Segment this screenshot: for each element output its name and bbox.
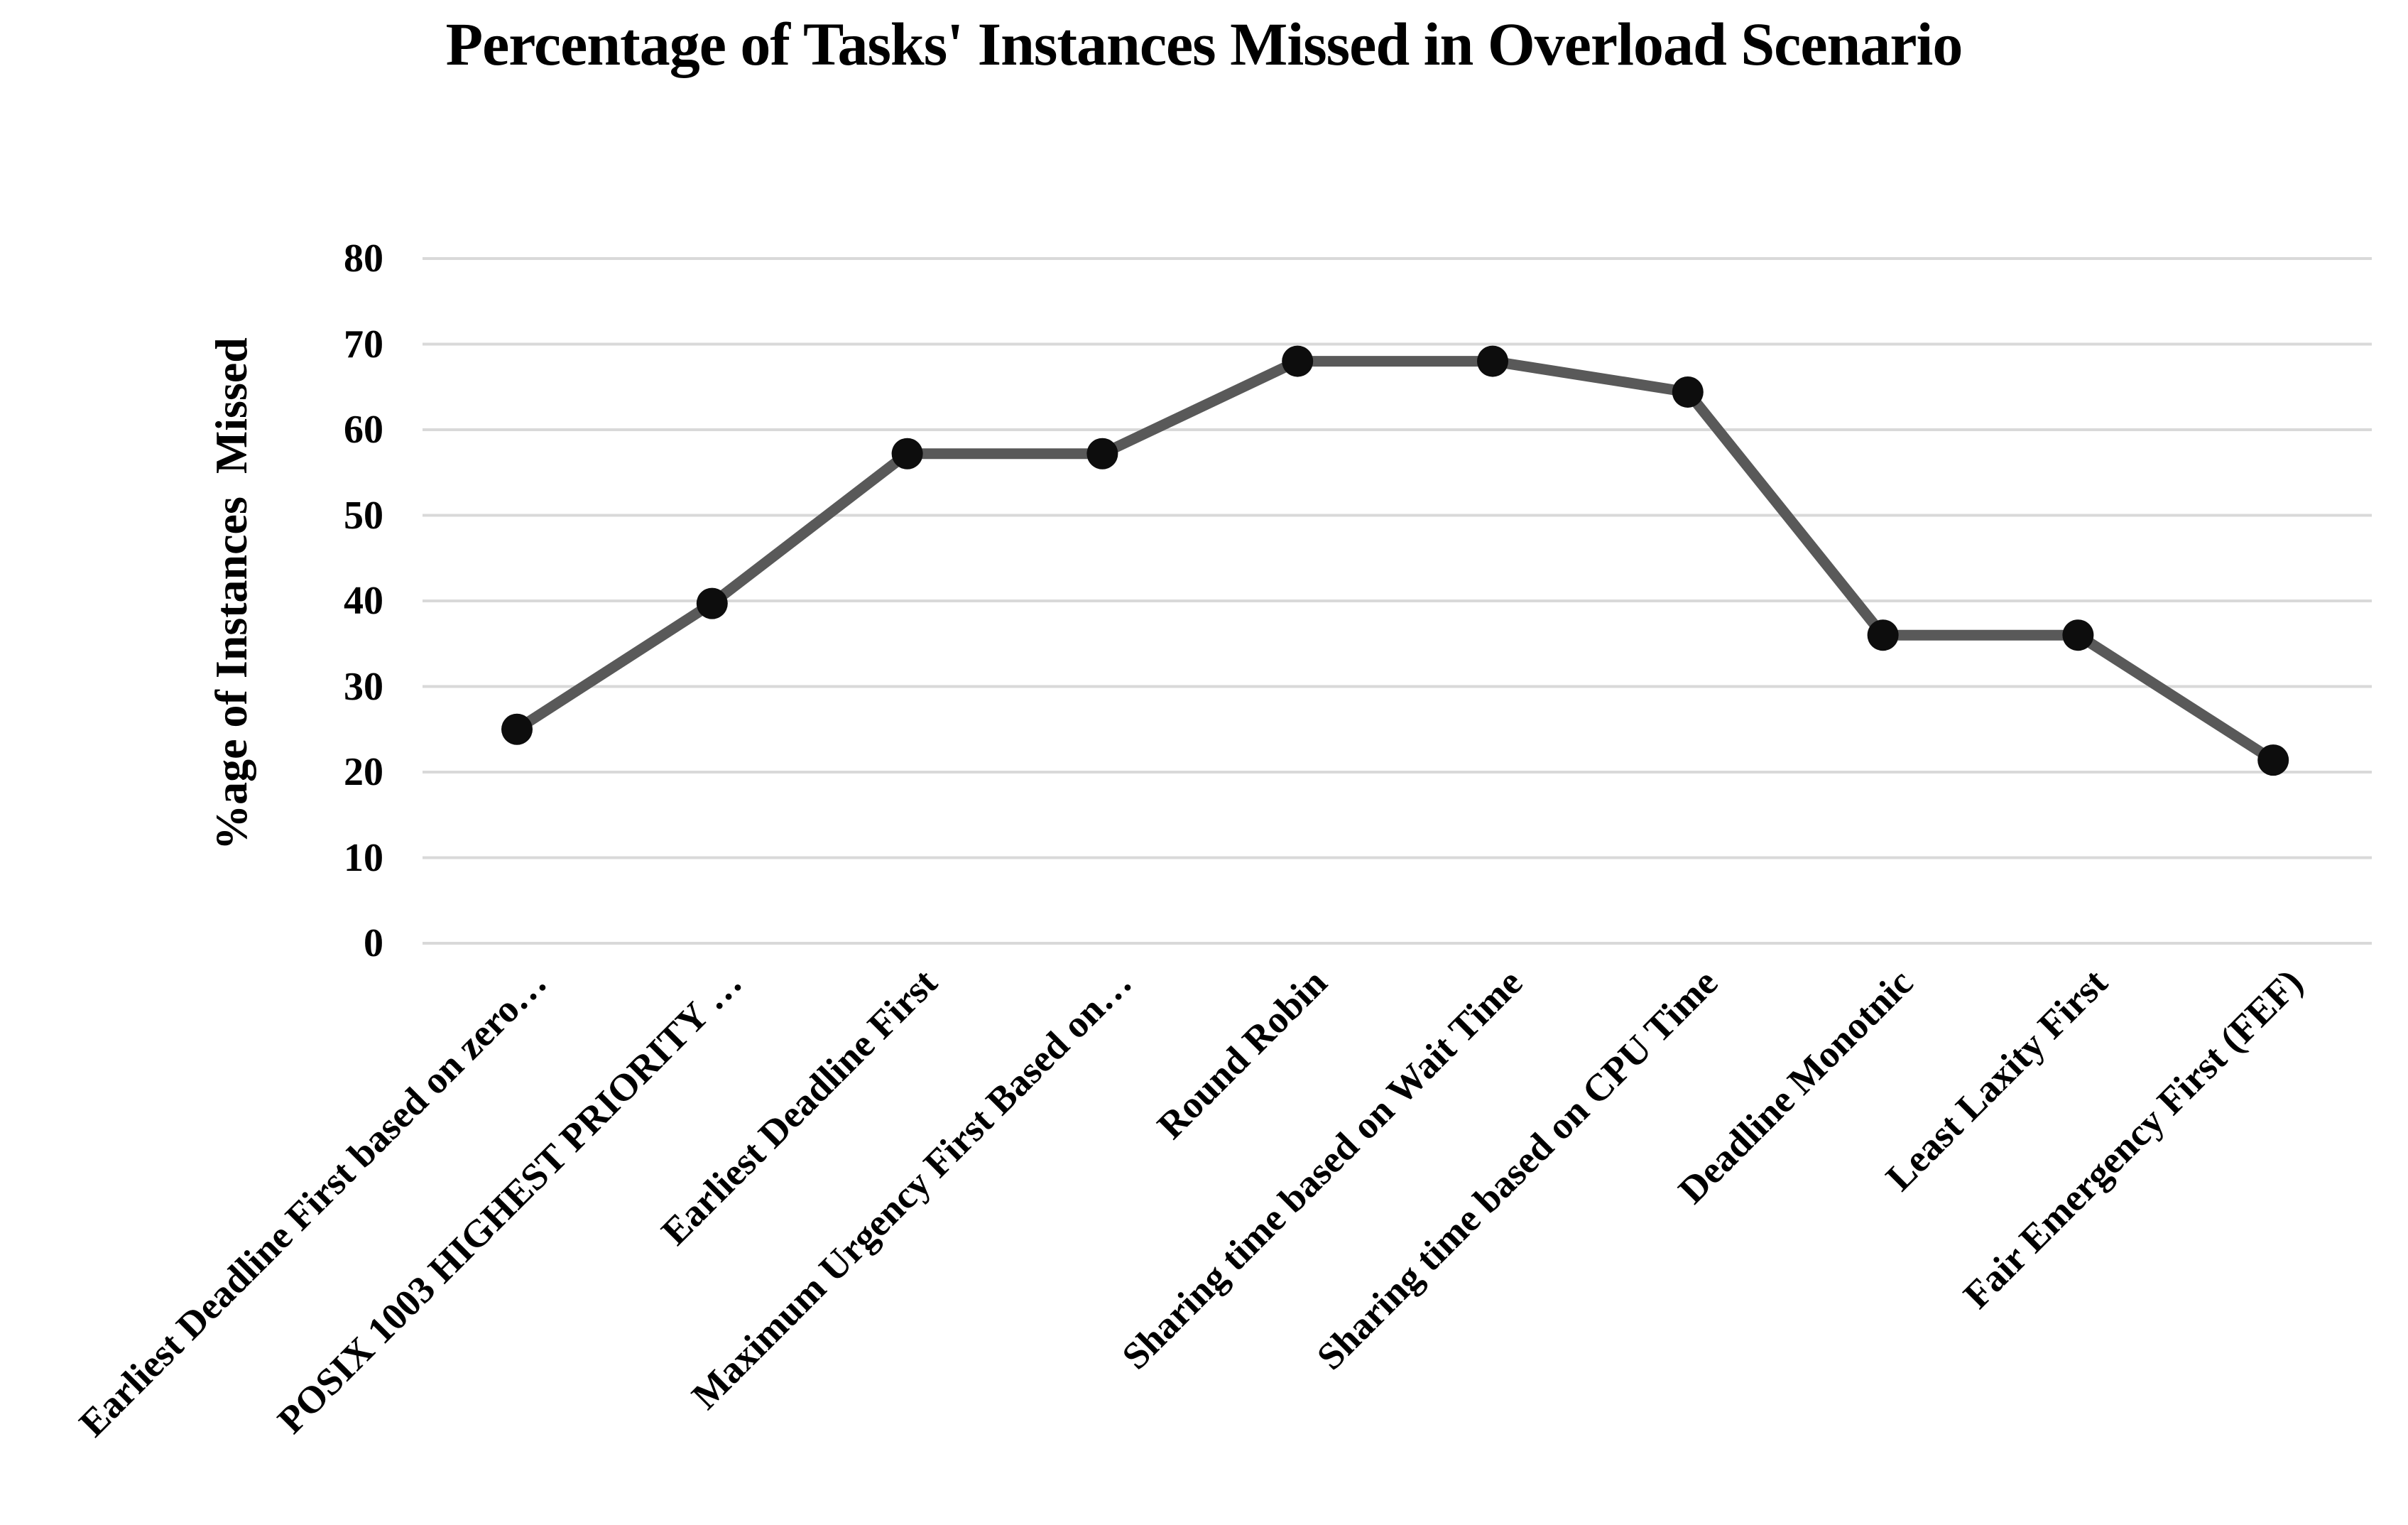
y-tick-label: 0 (364, 921, 383, 965)
data-point-marker (696, 587, 728, 619)
markers (501, 345, 2289, 776)
data-point-marker (2257, 744, 2289, 776)
y-tick-label: 60 (344, 408, 383, 452)
y-tick-label: 20 (344, 750, 383, 794)
data-point-marker (2062, 619, 2094, 651)
data-point-marker (891, 438, 923, 470)
series-line (511, 356, 2279, 766)
y-tick-label: 50 (344, 493, 383, 538)
series (511, 356, 2279, 766)
data-point-marker (1672, 376, 1704, 408)
gridlines (423, 257, 2372, 945)
data-point-marker (1477, 345, 1508, 377)
y-tick-label: 30 (344, 664, 383, 709)
data-point-marker (501, 713, 533, 745)
data-point-marker (1086, 438, 1118, 470)
chart-title: Percentage of Tasks' Instances Missed in… (445, 10, 1963, 78)
data-point-marker (1867, 619, 1899, 651)
y-tick-label: 80 (344, 237, 383, 281)
y-tick-label: 40 (344, 579, 383, 623)
y-tick-label: 70 (344, 322, 383, 367)
y-tick-label: 10 (344, 835, 383, 880)
data-point-marker (1282, 345, 1314, 377)
